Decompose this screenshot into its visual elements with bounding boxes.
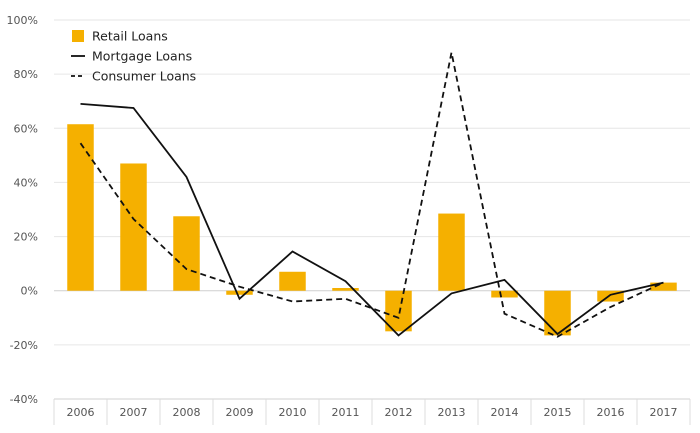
x-tick-label: 2007 bbox=[120, 406, 148, 419]
x-tick-label: 2016 bbox=[597, 406, 625, 419]
x-tick-label: 2012 bbox=[385, 406, 413, 419]
x-tick-label: 2013 bbox=[438, 406, 466, 419]
y-tick-label: 60% bbox=[14, 122, 38, 135]
axes bbox=[53, 398, 691, 425]
x-tick-label: 2015 bbox=[544, 406, 572, 419]
legend-label: Consumer Loans bbox=[92, 69, 196, 84]
dashed-line bbox=[79, 52, 664, 338]
x-tick-label: 2011 bbox=[332, 406, 360, 419]
bar bbox=[173, 216, 200, 291]
solid-line bbox=[80, 103, 664, 337]
x-tick-label: 2009 bbox=[226, 406, 254, 419]
gridlines bbox=[54, 19, 690, 400]
x-tick-label: 2006 bbox=[67, 406, 95, 419]
x-tick-label: 2014 bbox=[491, 406, 519, 419]
bar bbox=[332, 288, 359, 291]
legend-swatch bbox=[72, 30, 84, 42]
y-tick-label: -40% bbox=[10, 393, 38, 406]
x-tick-label: 2010 bbox=[279, 406, 307, 419]
bar bbox=[385, 290, 412, 332]
bar bbox=[597, 290, 624, 302]
y-tick-label: 80% bbox=[14, 68, 38, 81]
legend: Retail Loans Mortgage Loans Consumer Loans bbox=[71, 29, 196, 84]
y-tick-label: 0% bbox=[21, 285, 38, 298]
legend-label: Mortgage Loans bbox=[92, 49, 192, 64]
bar bbox=[544, 290, 571, 336]
y-axis-ticks: 100% 80% 60% 40% 20% 0% -20% -40% bbox=[7, 14, 38, 406]
bar bbox=[279, 271, 306, 291]
x-axis-ticks: 2006 2007 2008 2009 2010 2011 2012 2013 2014 2015… bbox=[67, 406, 678, 419]
bar bbox=[491, 290, 518, 298]
y-tick-label: -20% bbox=[10, 339, 38, 352]
bar bbox=[438, 213, 465, 291]
x-tick-label: 2008 bbox=[173, 406, 201, 419]
line-series bbox=[79, 52, 664, 338]
bar bbox=[650, 282, 677, 291]
legend-label: Retail Loans bbox=[92, 29, 168, 44]
y-tick-label: 100% bbox=[7, 14, 38, 27]
y-tick-label: 20% bbox=[14, 231, 38, 244]
bar bbox=[226, 290, 253, 295]
y-tick-label: 40% bbox=[14, 176, 38, 189]
x-tick-label: 2017 bbox=[650, 406, 678, 419]
bar-series bbox=[67, 124, 677, 336]
bar bbox=[67, 124, 94, 291]
